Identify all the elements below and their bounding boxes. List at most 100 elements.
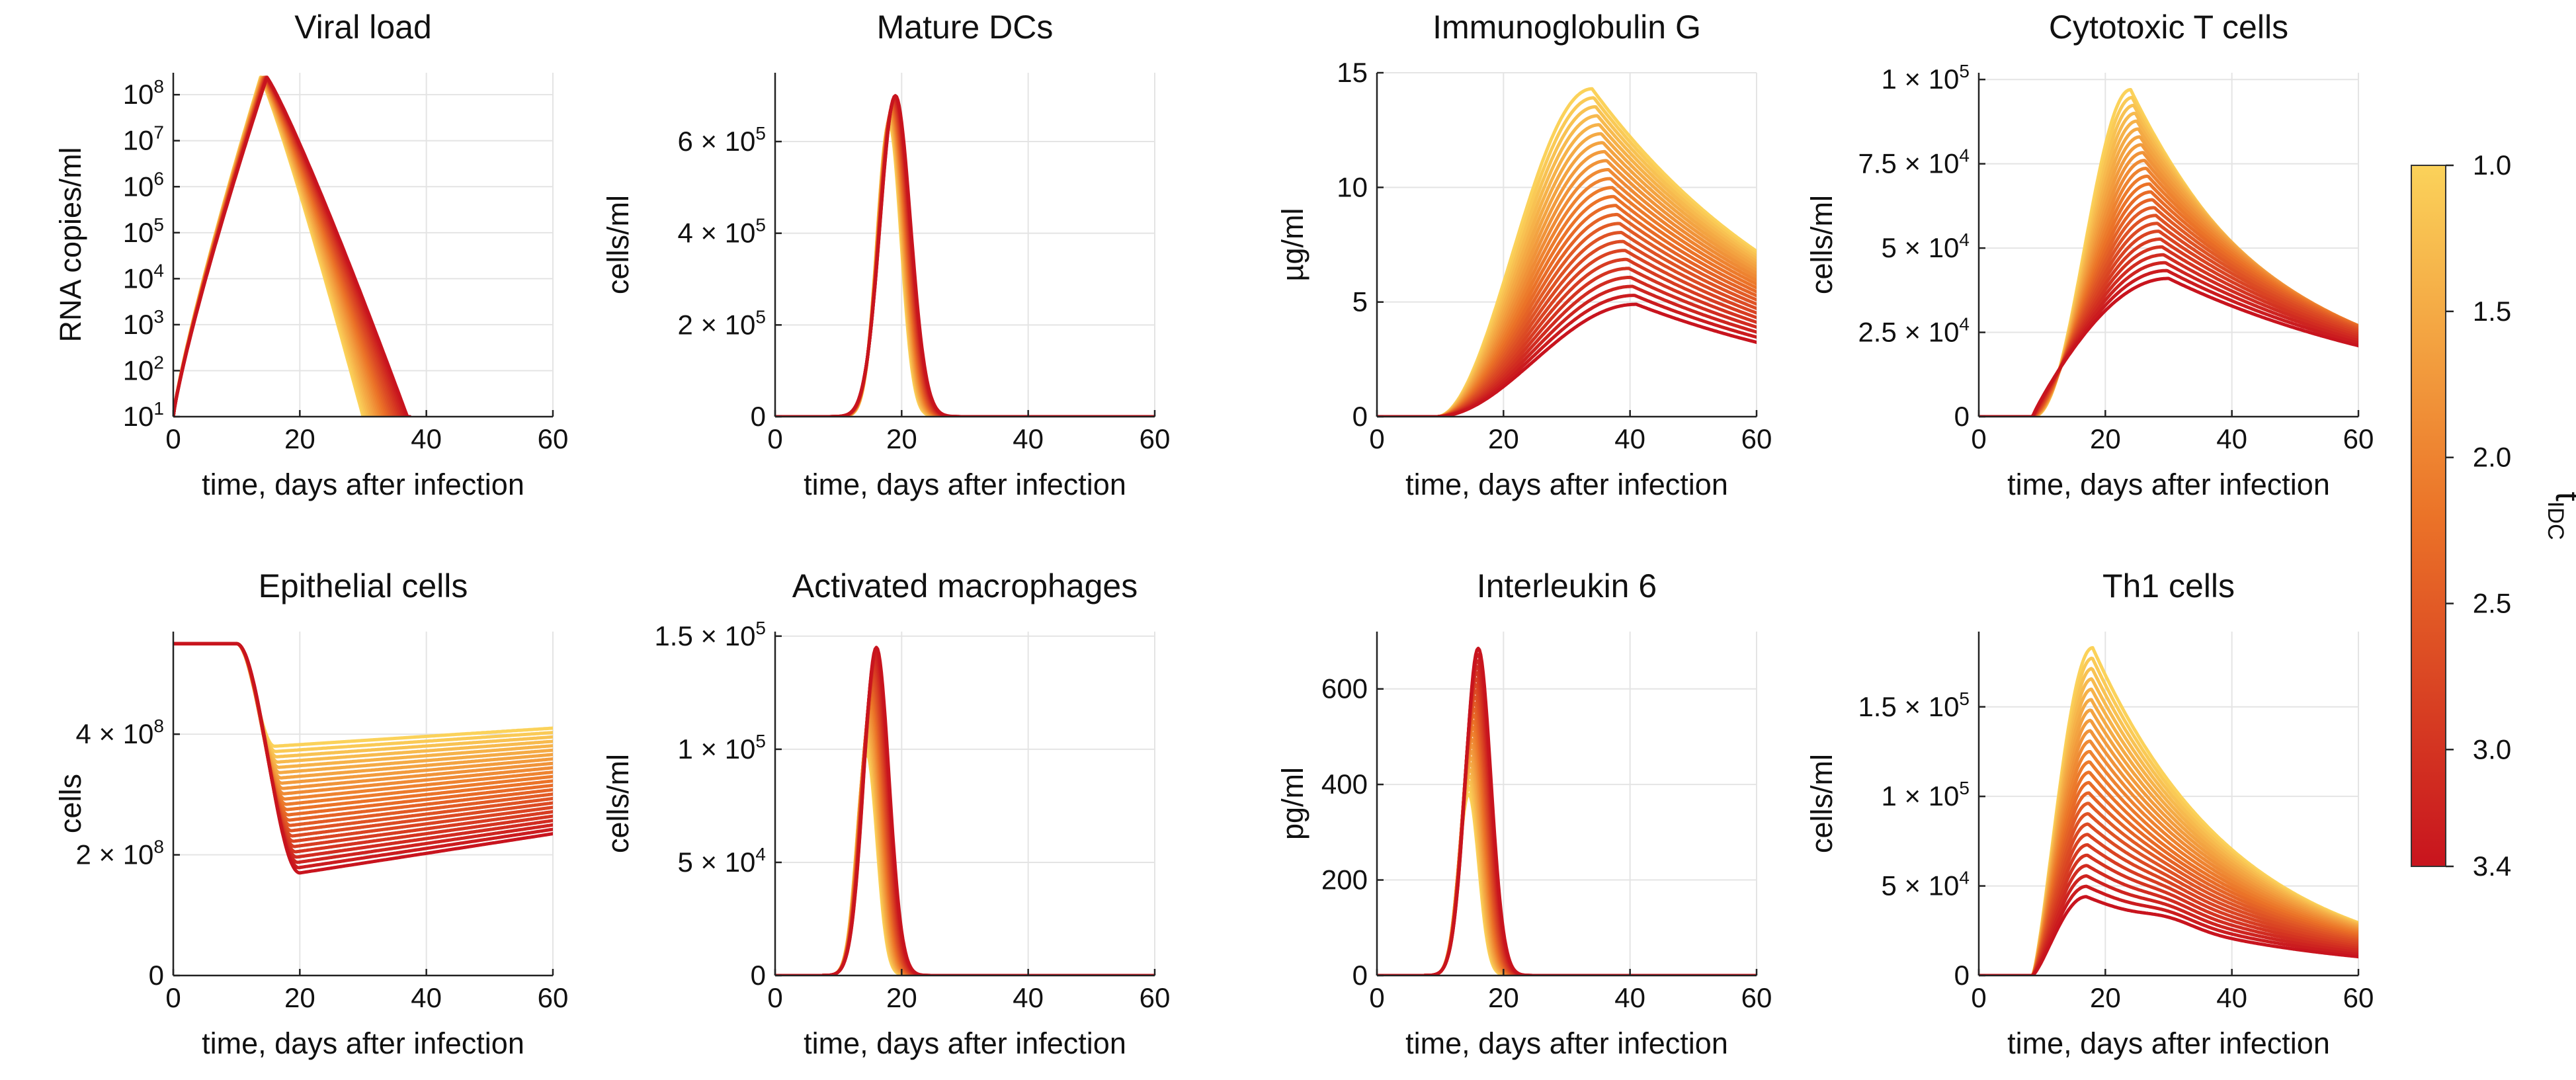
series-line [173,75,412,417]
x-axis-label: time, days after infection [2007,1026,2330,1060]
series-line [775,712,1155,976]
series-line [775,95,1155,417]
series-line [1377,653,1757,976]
colorbar-tick-label: 2.5 [2473,588,2511,619]
x-tick-label: 20 [2090,423,2121,454]
y-tick-label: 5 [1352,286,1368,317]
series-line [775,663,1155,976]
series-line [1979,103,2358,417]
y-tick-label: 4 × 105 [677,215,766,249]
series-line [1377,737,1757,976]
y-tick-label: 2 × 105 [677,306,766,340]
series-line [775,121,1155,417]
series-line [775,677,1155,976]
series-line [1377,731,1757,976]
series-line [173,642,553,875]
panel-title: Activated macrophages [792,567,1138,604]
x-tick-label: 40 [2216,423,2247,454]
y-tick-label: 200 [1321,864,1368,895]
y-tick-label: 2.5 × 104 [1858,314,1970,348]
panel-title: Epithelial cells [259,567,468,604]
y-axis-label: cells/ml [601,754,635,853]
series-line [775,699,1155,976]
x-tick-label: 0 [1971,982,1986,1013]
panel-title: Viral load [294,9,432,46]
x-tick-label: 20 [1488,982,1519,1013]
series-line [1377,275,1757,417]
series-line [1377,683,1757,976]
series-line [775,114,1155,417]
series-line [775,694,1155,976]
series-line [775,119,1155,417]
x-tick-label: 40 [411,423,442,454]
series-line [1377,743,1757,976]
y-tick-label: 104 [123,260,164,294]
x-axis-label: time, days after infection [804,468,1126,501]
series-line [1377,671,1757,976]
y-tick-label: 0 [751,401,766,432]
y-axis-label: cells/ml [1805,754,1839,853]
series-line [775,108,1155,417]
series-line [1377,707,1757,976]
series-line [775,726,1155,976]
series-line [1979,276,2358,417]
series-line [173,642,553,774]
x-tick-label: 0 [1369,982,1384,1013]
colorbar-tick-label: 1.0 [2473,149,2511,181]
x-tick-label: 60 [1741,982,1772,1013]
series-line [775,99,1155,417]
series-line [1979,895,2358,976]
panel-title: Interleukin 6 [1477,567,1657,604]
series-line [775,104,1155,417]
series-line [775,110,1155,417]
curves [1979,645,2358,976]
y-tick-label: 102 [123,352,164,386]
series-line [1377,212,1757,417]
series-line [1377,786,1757,976]
x-tick-label: 20 [2090,982,2121,1013]
x-tick-label: 60 [538,982,569,1013]
y-axis-label: cells/ml [1805,195,1839,294]
series-line [775,729,1155,976]
y-tick-label: 6 × 105 [677,123,766,157]
curves [173,75,412,417]
series-line [775,668,1155,976]
panel-title: Cytotoxic T cells [2049,9,2288,46]
y-tick-label: 1 × 105 [1881,61,1970,95]
series-line [775,103,1155,417]
series-line [1979,88,2358,417]
series-line [1377,689,1757,976]
x-axis-label: time, days after infection [804,1026,1126,1060]
colorbar-tick-label: 3.4 [2473,851,2511,882]
x-tick-label: 0 [767,423,782,454]
series-line [775,114,1155,417]
y-tick-label: 0 [751,960,766,991]
series-line [173,642,553,780]
x-tick-label: 60 [2343,423,2374,454]
series-line [775,108,1155,417]
series-line [775,96,1155,417]
y-axis-label: µg/ml [1276,208,1309,282]
y-tick-label: 0 [1352,960,1368,991]
series-line [1377,720,1757,976]
y-tick-label: 5 × 104 [1881,868,1970,901]
panel-epithelial-cells: 0 20 40 60 0 2 × 108 4 × 108 Epithelial cells ti… [54,567,568,1060]
series-line [173,642,553,769]
x-tick-label: 40 [2216,982,2247,1013]
series-line [775,102,1155,417]
curves [173,642,553,875]
series-line [775,681,1155,976]
series-line [775,116,1155,417]
series-line [1377,726,1757,976]
x-axis-label: time, days after infection [2007,468,2330,501]
series-line [1979,269,2358,417]
panel-title: Th1 cells [2102,567,2235,604]
series-line [173,642,553,748]
y-tick-label: 0 [1954,401,1970,432]
series-line [775,99,1155,417]
series-line [775,734,1155,976]
series-line [775,116,1155,417]
colorbar-gradient [2411,165,2446,867]
panel-viral-load: 0 20 40 60 101 102 103 104 105 106 107 108 Viral loa… [54,9,568,501]
